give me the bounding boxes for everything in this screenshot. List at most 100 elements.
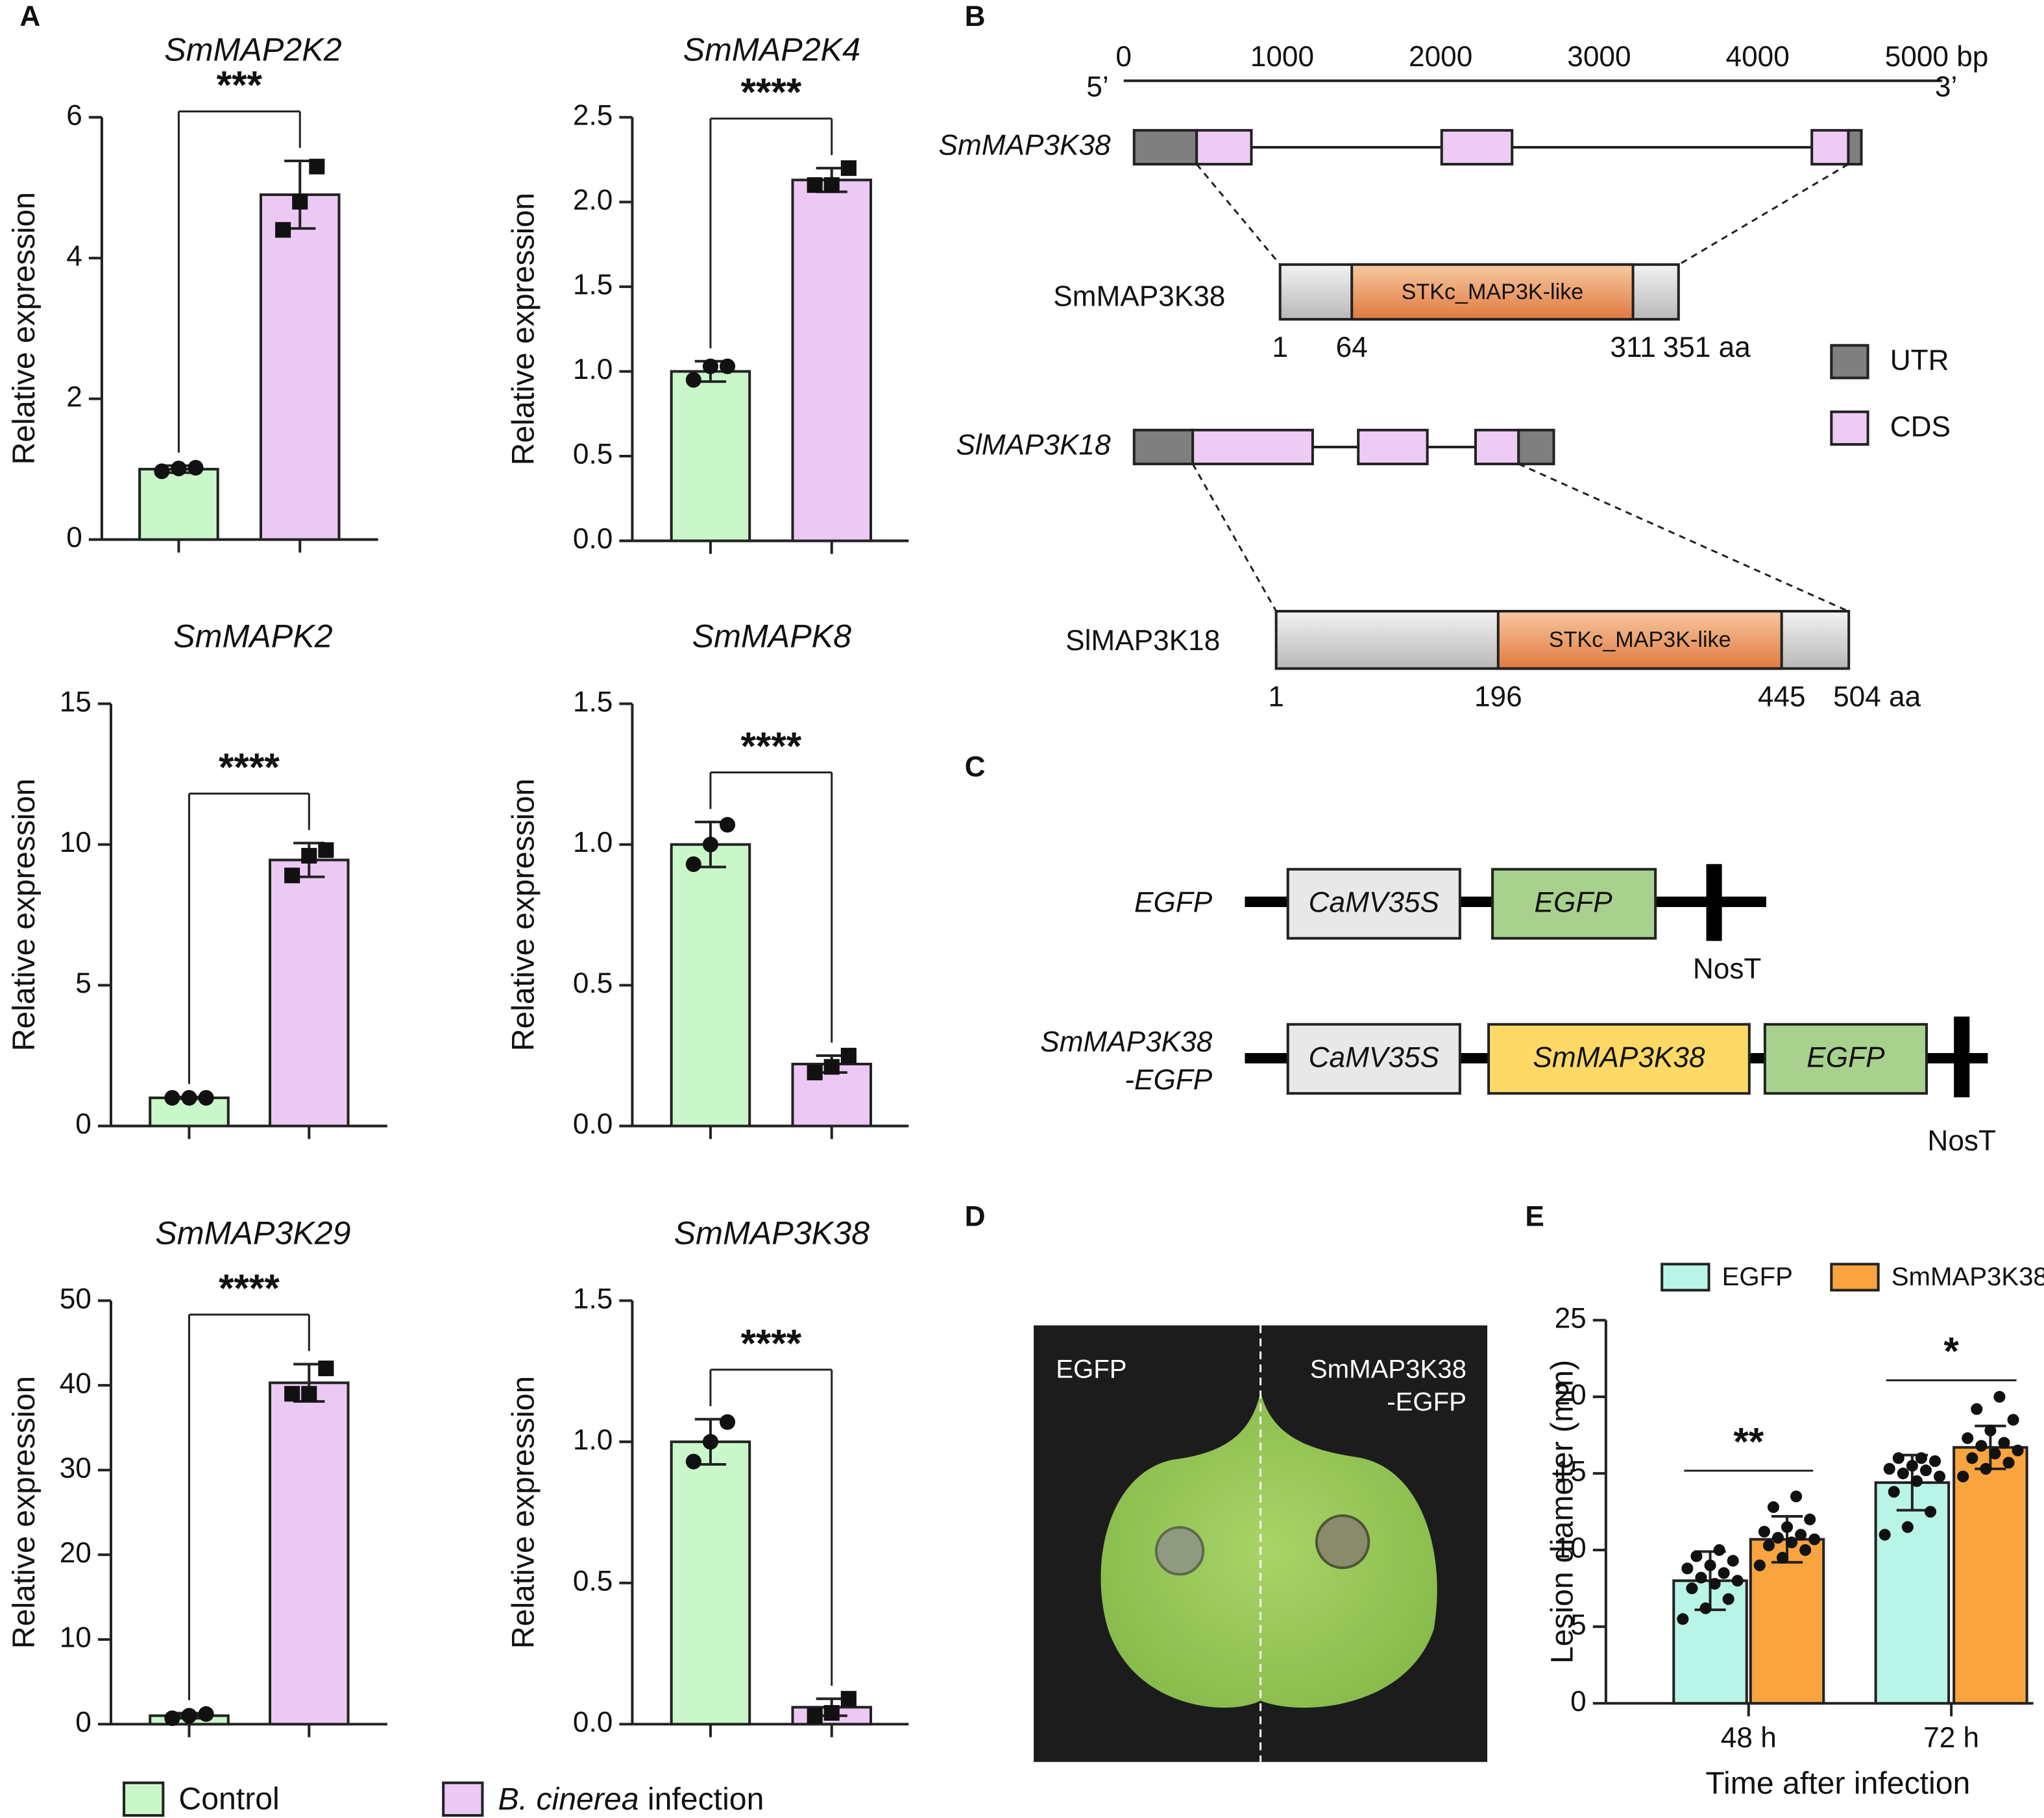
data-point [164, 1089, 180, 1106]
cds [1195, 128, 1253, 166]
data-point [1915, 1452, 1927, 1464]
data-point [1928, 1455, 1941, 1468]
data-point [1718, 1567, 1730, 1579]
panel-label: D [965, 1201, 986, 1233]
legend-label: Control [178, 1782, 279, 1817]
data-point [720, 358, 736, 374]
significance: **** [740, 723, 801, 768]
significance: **** [740, 70, 801, 114]
data-point [840, 160, 857, 176]
constructs: EGFP CaMV35S EGFP NosT SmMAP3K38 -EGFP C… [1040, 864, 1996, 1157]
y-tick-label: 5 [75, 967, 91, 999]
data-point [1709, 1577, 1721, 1590]
data-point [1771, 1532, 1784, 1544]
data-point [1753, 1559, 1766, 1571]
data-point [1722, 1593, 1734, 1605]
y-tick-label: 0.5 [573, 967, 613, 999]
bar [1874, 1481, 1951, 1705]
protein-tick-label: 64 [1336, 332, 1368, 363]
data-point [1713, 1544, 1725, 1557]
scale-tick-label: 0 [1115, 41, 1132, 73]
leaf [1101, 1392, 1437, 1708]
data-point [1906, 1460, 1918, 1472]
data-point [1966, 1452, 1978, 1464]
legend-label: UTR [1890, 345, 1949, 376]
legend-swatch [123, 1781, 165, 1817]
construct-name: -EGFP [1125, 1064, 1213, 1096]
lesion [1154, 1526, 1205, 1576]
y-tick-label: 30 [60, 1452, 91, 1484]
data-point [1795, 1529, 1807, 1541]
gene-part [1491, 867, 1657, 940]
data-point [1993, 1390, 2006, 1403]
y-axis-label: Relative expression [505, 193, 541, 466]
photo-label: EGFP [1056, 1355, 1126, 1384]
y-axis-label: Relative expression [505, 1376, 541, 1649]
terminator-label: NosT [1927, 1125, 1996, 1157]
data-point [1731, 1575, 1744, 1587]
scale-tick-label: 5000 bp [1885, 41, 1989, 73]
scale-tick-label: 2000 [1409, 41, 1472, 73]
data-point [823, 177, 840, 193]
protein-tick-label: 311 [1610, 332, 1655, 363]
y-axis-label: Relative expression [6, 1376, 42, 1649]
chart-title: SmMAP3K38 [674, 1215, 870, 1251]
data-point [720, 817, 736, 833]
data-point [154, 463, 170, 479]
legend-label: B. cinerea infection [498, 1782, 764, 1817]
y-tick-label: 1.0 [573, 827, 613, 858]
legend-swatch [1661, 1263, 1710, 1292]
data-point [1957, 1470, 1969, 1483]
scale-tick-label: 4000 [1726, 41, 1790, 73]
data-point [1934, 1470, 1946, 1483]
protein-tick-label: 1 [1268, 681, 1284, 712]
utr [1132, 428, 1195, 466]
panel-label: B [965, 1, 986, 32]
data-point [1971, 1403, 1983, 1415]
legend-swatch [442, 1781, 484, 1817]
y-axis-label: Relative expression [505, 779, 541, 1052]
data-point [181, 1708, 197, 1724]
data-point [1924, 1505, 1937, 1518]
data-point [1888, 1486, 1900, 1498]
data-point [318, 842, 334, 858]
data-point [807, 1708, 823, 1724]
data-point [807, 1064, 823, 1081]
panel-label: E [1525, 1201, 1544, 1233]
protein-tick-label: 1 [1272, 332, 1288, 363]
y-tick-label: 0.0 [573, 1706, 613, 1738]
domain [1496, 610, 1783, 670]
data-point [1883, 1462, 1895, 1475]
y-tick-label: 0.0 [573, 1108, 613, 1140]
data-point [1984, 1424, 1997, 1436]
data-point [1677, 1613, 1689, 1625]
y-tick-label: 5 [1570, 1609, 1587, 1641]
y-tick-label: 15 [60, 686, 91, 718]
leaf-photo: EGFP SmMAP3K38 -EGFP [1034, 1325, 1488, 1762]
y-tick-label: 0 [66, 522, 82, 553]
y-tick-label: 20 [60, 1537, 91, 1569]
promoter [1286, 1023, 1461, 1095]
chart-title: SmMAPK8 [692, 618, 852, 654]
construct-name: EGFP [1134, 887, 1213, 919]
y-tick-label: 0 [1570, 1686, 1587, 1717]
panel-label: A [19, 1, 40, 32]
data-point [1762, 1539, 1775, 1551]
cds [1357, 428, 1429, 466]
data-point [1799, 1544, 1812, 1557]
data-point [2007, 1414, 2019, 1426]
y-tick-label: 0.5 [573, 439, 613, 470]
data-point [198, 1706, 214, 1722]
data-point [1686, 1582, 1698, 1595]
part-label: EGFP [1535, 887, 1613, 919]
data-point [301, 847, 317, 864]
y-tick-label: 1.5 [573, 1283, 613, 1315]
data-point [807, 177, 823, 193]
data-point [164, 1710, 180, 1727]
y-tick-label: 25 [1555, 1302, 1587, 1334]
scale-tick-label: 3000 [1567, 41, 1631, 73]
data-point [1919, 1464, 1932, 1477]
data-point [1767, 1501, 1779, 1513]
y-tick-label: 0 [75, 1706, 91, 1738]
data-point [685, 1453, 701, 1470]
